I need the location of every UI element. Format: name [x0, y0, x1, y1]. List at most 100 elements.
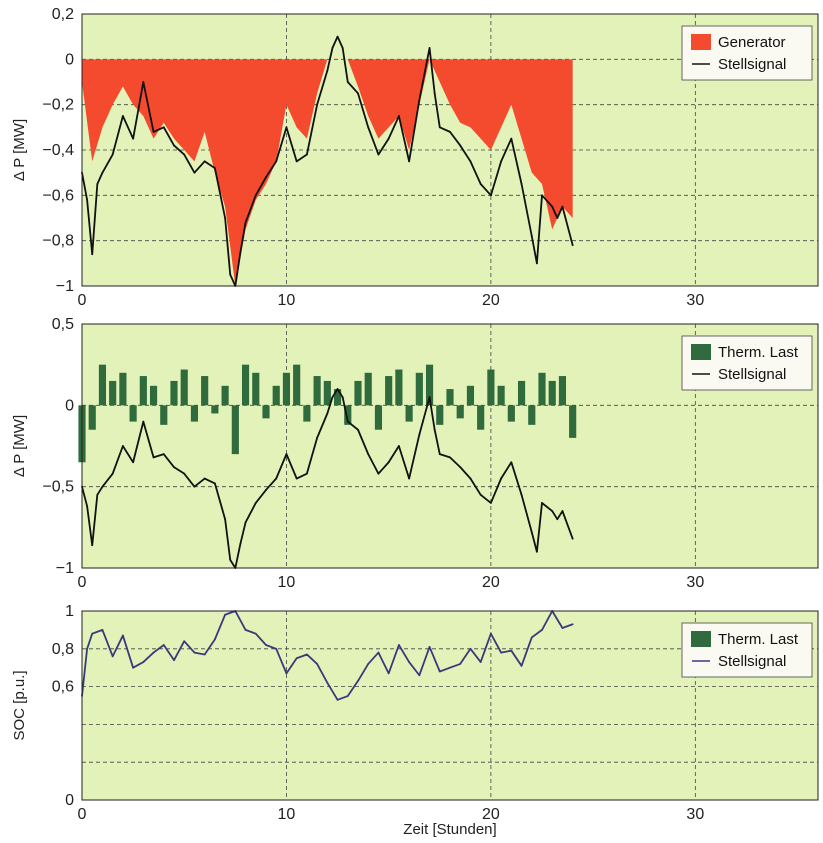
line-point [96, 183, 98, 185]
line-point [214, 638, 216, 640]
y-tick-label: −0,2 [42, 97, 74, 114]
line-point [408, 661, 410, 663]
y-tick-label: −0,6 [42, 187, 74, 204]
line-point [91, 633, 93, 635]
line-point [306, 654, 308, 656]
bar-therm-last [365, 373, 372, 406]
line-point [240, 251, 242, 253]
bar-therm-last [119, 373, 126, 406]
line-point [398, 445, 400, 447]
line-point [286, 672, 288, 674]
x-tick-label: 10 [278, 574, 296, 591]
line-point [229, 274, 231, 276]
line-point [536, 551, 538, 553]
line-point [163, 126, 165, 128]
line-point [439, 126, 441, 128]
line-point [556, 518, 558, 520]
line-point [459, 145, 461, 147]
legend-label: Stellsignal [718, 653, 786, 670]
line-point [224, 614, 226, 616]
y-tick-label: −0,8 [42, 233, 74, 250]
bar-therm-last [181, 370, 188, 406]
bar-therm-last [242, 365, 249, 406]
line-point [429, 396, 431, 398]
bar-therm-last [518, 381, 525, 405]
line-point [342, 396, 344, 398]
legend-label: Stellsignal [718, 366, 786, 383]
line-point [357, 680, 359, 682]
line-point [204, 160, 206, 162]
line-point [122, 445, 124, 447]
line-point [434, 429, 436, 431]
bar-therm-last [211, 405, 218, 413]
y-tick-label: −1 [56, 278, 74, 295]
line-point [521, 665, 523, 667]
line-point [306, 473, 308, 475]
line-point [347, 695, 349, 697]
line-point [551, 510, 553, 512]
line-point [332, 396, 334, 398]
line-point [510, 461, 512, 463]
line-point [255, 194, 257, 196]
line-point [265, 176, 267, 178]
bar-therm-last [232, 405, 239, 454]
bar-therm-last [436, 405, 443, 425]
line-point [500, 160, 502, 162]
y-axis-label: Δ P [MW] [11, 415, 28, 477]
line-point [572, 623, 574, 625]
bar-therm-last [385, 376, 392, 405]
line-point [214, 483, 216, 485]
bar-therm-last [508, 405, 515, 421]
legend-label: Therm. Last [718, 344, 799, 361]
line-point [275, 160, 277, 162]
line-point [521, 494, 523, 496]
line-point [388, 672, 390, 674]
y-tick-label: 0,6 [52, 679, 74, 696]
line-point [265, 489, 267, 491]
line-point [204, 654, 206, 656]
bar-therm-last [446, 389, 453, 405]
line-point [408, 478, 410, 480]
line-point [183, 154, 185, 156]
line-point [418, 99, 420, 101]
line-point [429, 47, 431, 49]
y-axis-label: SOC [p.u.] [11, 670, 28, 740]
line-point [229, 559, 231, 561]
y-tick-label: 0 [65, 397, 74, 414]
legend-label: Stellsignal [718, 56, 786, 73]
line-point [551, 206, 553, 208]
bar-therm-last [140, 376, 147, 405]
line-point [562, 510, 564, 512]
line-point [153, 456, 155, 458]
bar-therm-last [467, 386, 474, 406]
bar-therm-last [569, 405, 576, 438]
bar-therm-last [160, 405, 167, 425]
line-point [378, 473, 380, 475]
line-point [418, 434, 420, 436]
line-point [562, 206, 564, 208]
line-point [255, 633, 257, 635]
x-tick-label: 30 [686, 292, 704, 309]
line-point [240, 543, 242, 545]
line-point [521, 183, 523, 185]
bar-therm-last [375, 405, 382, 429]
line-point [102, 629, 104, 631]
line-point [142, 81, 144, 83]
line-point [367, 453, 369, 455]
line-point [367, 126, 369, 128]
y-tick-label: 0 [65, 51, 74, 68]
line-point [204, 478, 206, 480]
line-point [439, 671, 441, 673]
bar-therm-last [252, 373, 259, 406]
line-point [132, 667, 134, 669]
x-tick-label: 10 [278, 806, 296, 823]
legend-color-swatch [691, 344, 711, 360]
line-point [286, 453, 288, 455]
x-tick-label: 10 [278, 292, 296, 309]
line-point [183, 473, 185, 475]
legend: Generator Stellsignal [682, 26, 812, 80]
bar-therm-last [99, 365, 106, 406]
line-point [316, 437, 318, 439]
legend: Therm. Last Stellsignal [682, 336, 812, 390]
